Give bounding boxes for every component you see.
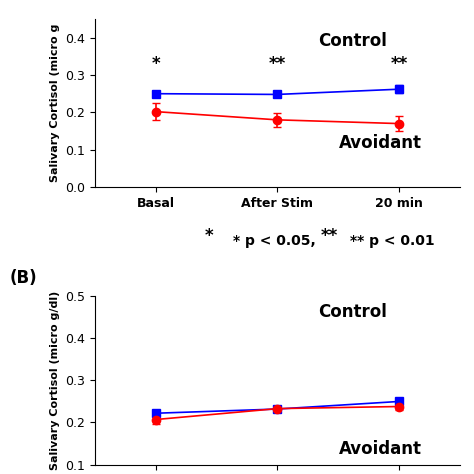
Text: **: ** — [269, 55, 286, 73]
Text: *: * — [151, 55, 160, 73]
Text: **: ** — [321, 228, 338, 246]
Text: Control: Control — [318, 303, 387, 321]
Text: ** p < 0.01: ** p < 0.01 — [350, 234, 435, 248]
Text: * p < 0.05,: * p < 0.05, — [234, 234, 316, 248]
Text: Avoidant: Avoidant — [339, 440, 422, 458]
Y-axis label: Salivary Cortisol (micro g: Salivary Cortisol (micro g — [49, 24, 60, 182]
Text: **: ** — [390, 55, 408, 73]
Text: Avoidant: Avoidant — [339, 134, 422, 152]
Y-axis label: Salivary Cortisol (micro g/dl): Salivary Cortisol (micro g/dl) — [49, 291, 60, 470]
Text: (B): (B) — [9, 269, 37, 287]
Text: Control: Control — [318, 32, 387, 50]
Text: *: * — [204, 228, 213, 246]
